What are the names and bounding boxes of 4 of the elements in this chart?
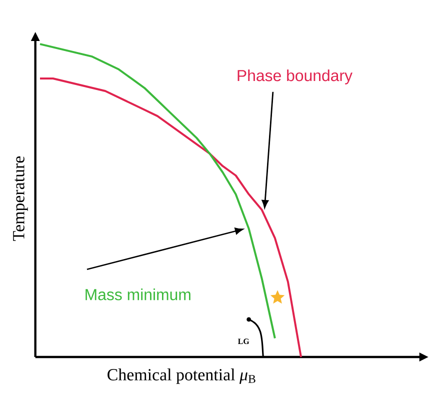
x-axis-title: Chemical potential μ$_{B}$ (108, 368, 256, 384)
y-axis-title: Temperature (13, 156, 28, 241)
text: Mass minimum (86, 288, 190, 300)
text: Phase boundary (238, 70, 352, 84)
